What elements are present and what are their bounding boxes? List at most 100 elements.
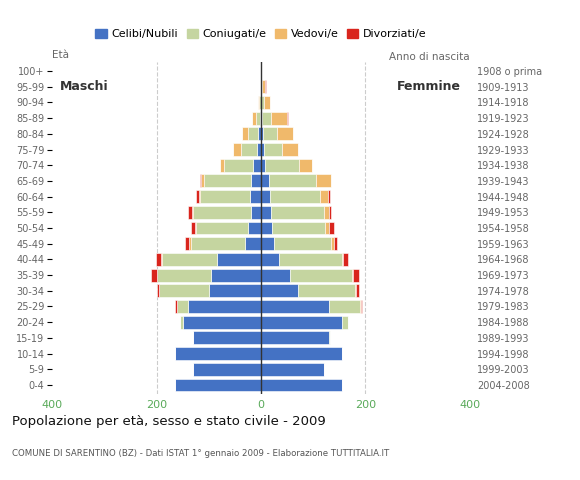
Bar — [251, 174, 261, 187]
Bar — [261, 174, 269, 187]
Bar — [262, 112, 271, 124]
Bar — [248, 127, 258, 140]
Bar — [195, 222, 196, 234]
Bar — [356, 284, 358, 297]
Text: Anno di nascita: Anno di nascita — [389, 52, 470, 62]
Bar — [334, 237, 336, 250]
Bar — [249, 190, 261, 203]
Bar — [261, 96, 263, 109]
Bar — [191, 222, 195, 234]
Bar — [188, 300, 261, 313]
Bar — [192, 206, 193, 219]
Bar — [257, 143, 261, 156]
Bar — [282, 143, 298, 156]
Bar — [242, 127, 248, 140]
Bar — [248, 222, 261, 234]
Bar — [175, 379, 261, 391]
Bar — [188, 206, 192, 219]
Bar — [262, 80, 264, 93]
Bar — [261, 284, 298, 297]
Bar — [261, 190, 270, 203]
Bar — [353, 269, 358, 282]
Bar — [193, 332, 261, 344]
Bar — [271, 206, 324, 219]
Bar — [224, 159, 253, 172]
Bar — [355, 284, 356, 297]
Bar — [190, 237, 245, 250]
Bar — [157, 284, 159, 297]
Bar — [287, 112, 288, 124]
Text: Maschi: Maschi — [60, 80, 108, 93]
Bar — [256, 112, 260, 124]
Bar — [261, 222, 273, 234]
Bar — [329, 222, 334, 234]
Bar — [261, 80, 262, 93]
Bar — [329, 332, 330, 344]
Bar — [325, 222, 329, 234]
Bar — [261, 112, 262, 124]
Bar — [261, 363, 324, 376]
Bar — [361, 300, 362, 313]
Bar — [196, 222, 248, 234]
Bar — [265, 159, 299, 172]
Text: Femmine: Femmine — [397, 80, 461, 93]
Bar — [261, 316, 342, 329]
Bar — [270, 190, 320, 203]
Bar — [233, 143, 241, 156]
Bar — [264, 80, 266, 93]
Bar — [183, 316, 261, 329]
Bar — [261, 253, 280, 266]
Bar — [220, 159, 224, 172]
Bar — [241, 143, 257, 156]
Bar — [324, 206, 329, 219]
Bar — [260, 112, 261, 124]
Bar — [259, 96, 261, 109]
Bar — [280, 253, 342, 266]
Bar — [277, 127, 293, 140]
Bar — [299, 159, 312, 172]
Bar — [261, 300, 329, 313]
Bar — [342, 253, 343, 266]
Bar — [196, 190, 199, 203]
Bar — [261, 127, 263, 140]
Bar — [175, 347, 261, 360]
Bar — [343, 253, 348, 266]
Bar — [360, 300, 361, 313]
Bar — [175, 300, 177, 313]
Bar — [263, 96, 270, 109]
Bar — [342, 316, 348, 329]
Bar — [261, 269, 289, 282]
Bar — [159, 284, 209, 297]
Bar — [253, 159, 261, 172]
Bar — [263, 143, 282, 156]
Bar — [193, 206, 251, 219]
Bar — [289, 269, 352, 282]
Bar — [252, 112, 256, 124]
Bar — [186, 237, 190, 250]
Bar — [217, 253, 261, 266]
Bar — [274, 237, 332, 250]
Bar — [258, 127, 261, 140]
Bar — [261, 332, 329, 344]
Bar — [263, 127, 277, 140]
Bar — [199, 190, 200, 203]
Bar — [209, 284, 261, 297]
Bar — [201, 174, 204, 187]
Bar — [200, 174, 201, 187]
Bar — [320, 190, 328, 203]
Text: COMUNE DI SARENTINO (BZ) - Dati ISTAT 1° gennaio 2009 - Elaborazione TUTTITALIA.: COMUNE DI SARENTINO (BZ) - Dati ISTAT 1°… — [12, 449, 389, 458]
Bar — [151, 269, 157, 282]
Legend: Celibi/Nubili, Coniugati/e, Vedovi/e, Divorziati/e: Celibi/Nubili, Coniugati/e, Vedovi/e, Di… — [91, 25, 431, 44]
Bar — [261, 143, 263, 156]
Bar — [251, 206, 261, 219]
Text: Età: Età — [52, 50, 69, 60]
Bar — [162, 253, 217, 266]
Bar — [193, 363, 261, 376]
Bar — [269, 174, 316, 187]
Bar — [155, 253, 161, 266]
Bar — [157, 269, 211, 282]
Bar — [245, 237, 261, 250]
Bar — [261, 379, 342, 391]
Bar — [204, 174, 251, 187]
Bar — [161, 253, 162, 266]
